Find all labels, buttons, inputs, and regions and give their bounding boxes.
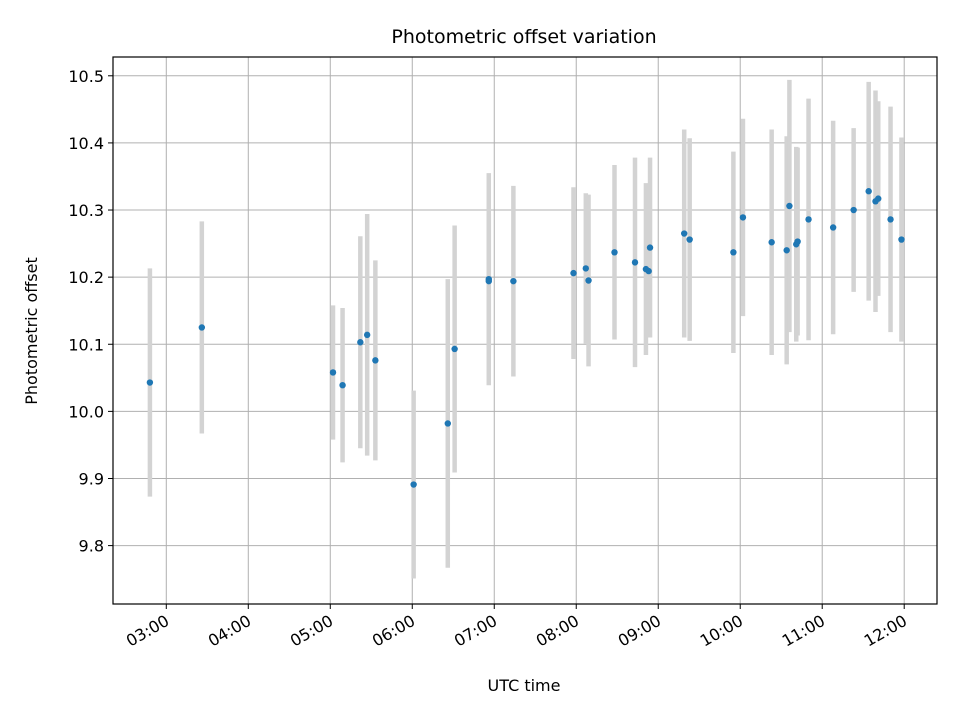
data-point: [570, 269, 577, 277]
grid: [113, 57, 937, 604]
data-point: [611, 249, 618, 256]
data-point: [645, 267, 652, 275]
data-point: [372, 357, 379, 364]
data-point: [783, 247, 790, 254]
data-point: [339, 382, 346, 389]
data-point: [585, 277, 592, 284]
data-point: [680, 230, 688, 237]
data-point: [198, 324, 206, 331]
y-tick-label: 9.8: [79, 537, 104, 556]
data-point: [768, 239, 775, 246]
data-point: [582, 265, 590, 272]
y-tick-label: 10.3: [68, 201, 104, 220]
data-point: [829, 224, 837, 231]
data-point: [887, 216, 894, 223]
data-point: [786, 202, 793, 210]
y-axis-label: Photometric offset: [22, 257, 41, 405]
chart-title: Photometric offset variation: [391, 26, 656, 48]
y-axis-ticks: 9.8 9.9 10.0 10.1 10.2 10.3 10.4 10.5: [68, 67, 113, 556]
data-point: [363, 331, 371, 339]
data-point: [410, 481, 417, 488]
data-point: [730, 249, 737, 256]
y-tick-label: 10.5: [68, 67, 104, 86]
data-point: [485, 277, 492, 285]
data-point: [510, 277, 517, 285]
data-points: [146, 188, 905, 488]
y-tick-label: 9.9: [79, 469, 104, 488]
y-tick-label: 10.2: [68, 268, 104, 287]
data-point: [646, 244, 654, 251]
data-point: [631, 259, 639, 266]
data-point: [739, 214, 747, 221]
data-point: [357, 339, 364, 346]
data-point: [146, 379, 154, 386]
data-point: [875, 195, 882, 202]
plot-area-frame: [112, 56, 938, 605]
data-point: [794, 238, 801, 245]
data-point: [865, 188, 872, 195]
y-tick-label: 10.0: [68, 402, 104, 421]
data-point: [444, 420, 451, 427]
y-tick-label: 10.1: [68, 335, 104, 354]
data-point: [451, 345, 458, 353]
data-point: [805, 216, 812, 223]
data-point: [686, 236, 693, 243]
data-point: [850, 206, 857, 214]
y-tick-label: 10.4: [68, 134, 104, 153]
x-axis-label: UTC time: [488, 676, 561, 695]
data-point: [898, 236, 905, 243]
data-point: [329, 369, 337, 376]
